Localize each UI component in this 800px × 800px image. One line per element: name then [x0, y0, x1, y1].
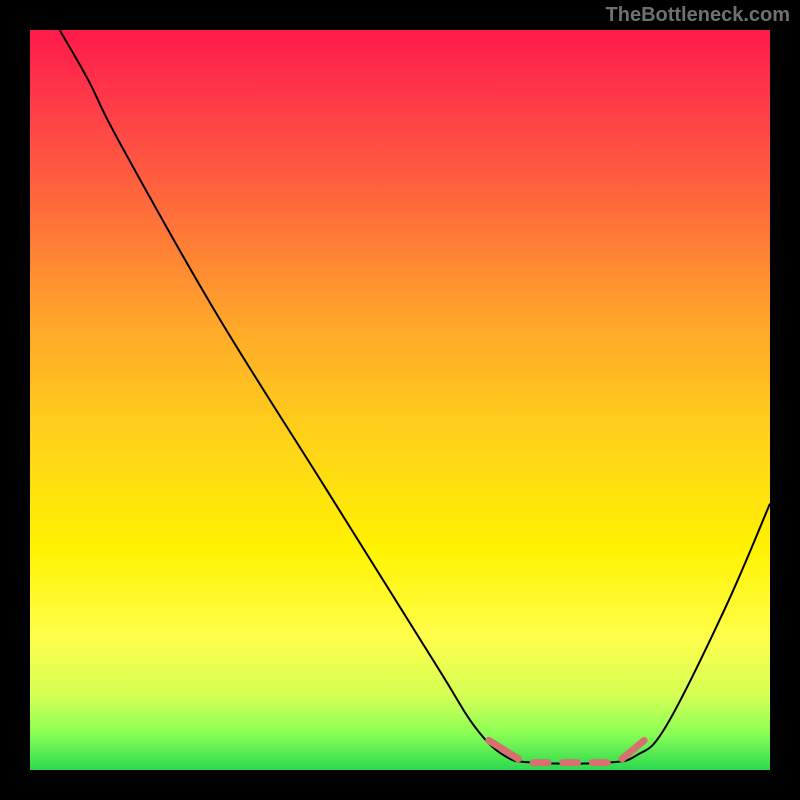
- chart-svg: [30, 30, 770, 770]
- chart-background: [30, 30, 770, 770]
- watermark-text: TheBottleneck.com: [606, 4, 790, 27]
- bottleneck-chart: [30, 30, 770, 770]
